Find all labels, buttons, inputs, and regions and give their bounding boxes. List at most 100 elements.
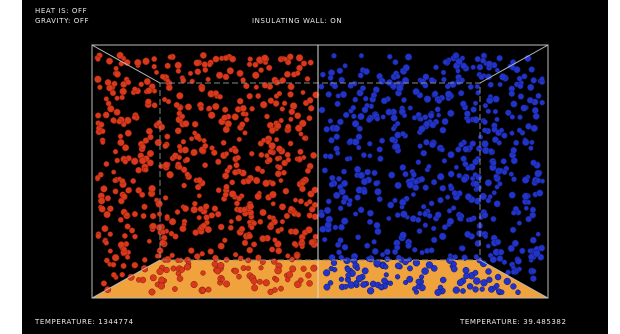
particle	[473, 181, 479, 187]
particle	[220, 277, 225, 282]
particle	[139, 157, 146, 164]
particle	[419, 125, 426, 132]
particle	[199, 86, 205, 92]
particle	[287, 54, 293, 60]
particle	[320, 72, 325, 77]
particle	[416, 160, 421, 165]
particle	[453, 254, 458, 259]
particle	[144, 78, 151, 85]
particle	[393, 198, 398, 203]
particle	[292, 241, 298, 247]
particle	[108, 249, 113, 254]
particle	[339, 277, 344, 282]
particle	[307, 199, 312, 204]
particle	[237, 98, 243, 104]
particle	[296, 54, 303, 61]
particle	[372, 239, 377, 244]
particle	[535, 178, 541, 184]
particle	[236, 215, 242, 221]
particle	[195, 184, 201, 190]
particle	[125, 224, 131, 230]
particle	[117, 52, 124, 59]
particle	[310, 152, 316, 158]
particle	[488, 194, 493, 199]
particle	[132, 211, 138, 217]
particle	[431, 179, 437, 185]
particle	[488, 82, 494, 88]
particle	[120, 178, 126, 184]
particle	[495, 68, 500, 73]
particle	[423, 139, 429, 145]
particle	[375, 228, 382, 235]
particle	[475, 56, 481, 62]
particle	[295, 125, 302, 132]
particle	[451, 266, 457, 272]
particle	[301, 90, 306, 95]
particle	[260, 101, 267, 108]
particle	[332, 267, 337, 272]
particle	[145, 99, 151, 105]
particle	[364, 243, 370, 249]
particle	[163, 162, 170, 169]
particle	[184, 264, 190, 270]
particle	[502, 169, 507, 174]
particle	[516, 290, 521, 295]
particle	[177, 155, 182, 160]
particle	[118, 139, 125, 146]
particle	[429, 201, 434, 206]
particle	[164, 267, 170, 273]
particle	[118, 198, 124, 204]
particle	[450, 81, 457, 88]
particle	[358, 172, 365, 179]
particle	[394, 143, 401, 150]
particle	[273, 238, 278, 243]
particle	[157, 268, 164, 275]
particle	[121, 263, 127, 269]
particle	[456, 58, 463, 65]
particle	[207, 63, 212, 68]
particle	[475, 84, 480, 89]
particle	[188, 248, 194, 254]
particle	[363, 96, 368, 101]
particle	[337, 119, 343, 125]
particle	[381, 98, 387, 104]
particle	[288, 83, 295, 90]
particle	[122, 247, 127, 252]
particle	[270, 191, 277, 198]
particle	[341, 169, 346, 174]
particle	[332, 83, 338, 89]
particle	[367, 219, 373, 225]
particle	[307, 280, 313, 286]
particle	[120, 95, 125, 100]
particle	[377, 196, 383, 202]
particle	[407, 181, 414, 188]
particle	[395, 182, 402, 189]
particle	[530, 207, 536, 213]
particle	[460, 101, 466, 107]
particle	[154, 70, 159, 75]
particle	[271, 202, 276, 207]
particle	[122, 144, 129, 151]
particle	[305, 168, 311, 174]
particle	[143, 58, 150, 65]
particle	[358, 113, 365, 120]
particle	[483, 234, 488, 239]
particle	[98, 172, 103, 177]
particle	[256, 93, 261, 98]
particle	[184, 157, 190, 163]
particle	[233, 252, 238, 257]
particle	[443, 59, 448, 64]
particle	[311, 265, 318, 272]
particle	[480, 287, 485, 292]
particle	[270, 181, 276, 187]
particle	[181, 78, 187, 84]
particle	[142, 204, 148, 210]
particle	[442, 224, 448, 230]
particle	[395, 132, 402, 139]
particle	[166, 85, 172, 91]
particle	[429, 248, 435, 254]
particle	[336, 94, 341, 99]
particle	[302, 136, 307, 141]
particle	[104, 211, 111, 218]
particle	[216, 72, 223, 79]
